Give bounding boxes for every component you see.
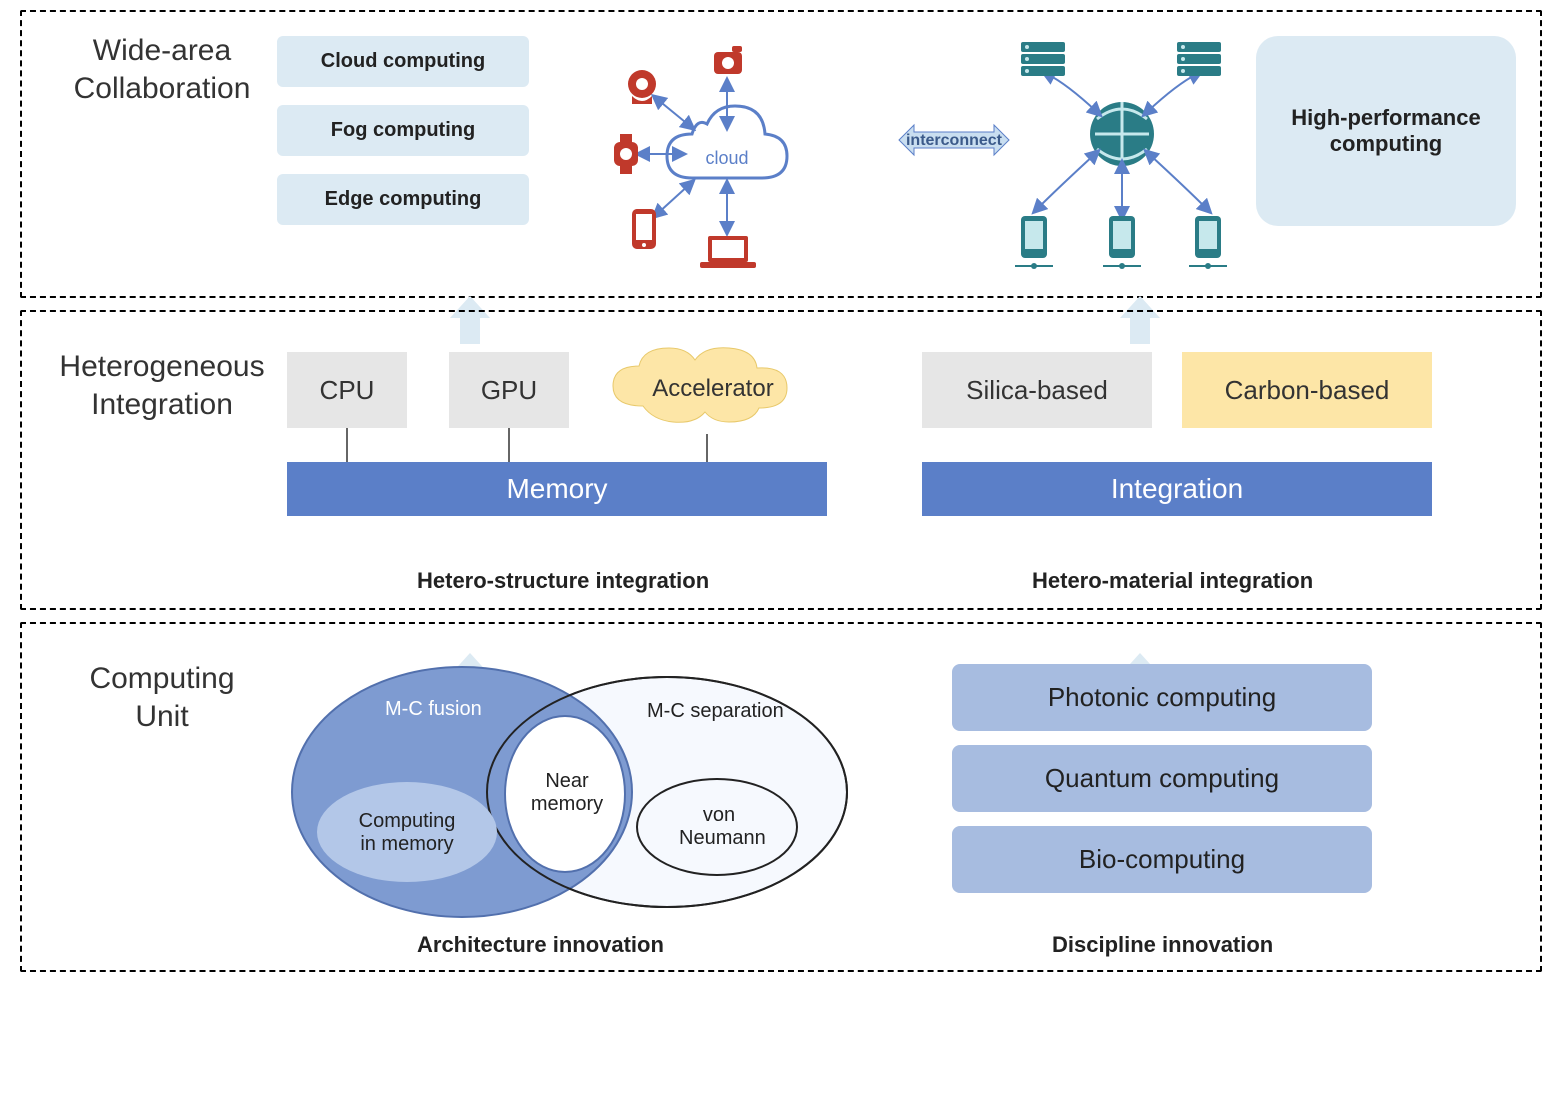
discipline-stack: Photonic computing Quantum computing Bio… [952,664,1372,893]
von-neumann-label: vonNeumann [679,804,759,850]
webcam-icon [628,70,656,104]
panel2-title-text: HeterogeneousIntegration [59,350,264,421]
silica-box: Silica-based [922,352,1152,428]
venn-diagram: M-C fusion M-C separation Computingin me… [287,652,867,922]
server-icon-left [1021,42,1065,76]
chip-cloud-computing: Cloud computing [277,36,529,87]
hetero-structure-caption: Hetero-structure integration [417,568,709,594]
panel1-title: Wide-areaCollaboration [52,32,272,107]
mc-sep-label: M-C separation [647,700,784,723]
chip-edge-computing: Edge computing [277,174,529,225]
panel-computing-unit: ComputingUnit M-C fusion M-C separation … [20,622,1542,972]
phone-bottom-2 [1103,216,1141,269]
phone-bottom-1 [1015,216,1053,269]
carbon-box: Carbon-based [1182,352,1432,428]
memory-bar: Memory [287,462,827,516]
hpc-box: High-performance computing [1256,36,1516,226]
laptop-icon [700,236,756,268]
cim-label: Computingin memory [357,810,457,856]
mc-fusion-label: M-C fusion [385,698,482,721]
server-icon-right [1177,42,1221,76]
integration-bar: Integration [922,462,1432,516]
hpc-label: High-performance computing [1280,105,1492,157]
cloud-label-text: cloud [705,148,748,168]
bio-chip: Bio-computing [952,826,1372,893]
photonic-chip: Photonic computing [952,664,1372,731]
hetero-material-caption: Hetero-material integration [1032,568,1313,594]
p1-computing-stack: Cloud computing Fog computing Edge compu… [277,36,529,225]
chip-fog-computing: Fog computing [277,105,529,156]
accelerator-cloud: Accelerator [603,346,823,436]
panel-wide-area: Wide-areaCollaboration Cloud computing F… [20,10,1542,298]
gpu-box: GPU [449,352,569,428]
discipline-caption: Discipline innovation [1052,932,1273,958]
watch-icon [614,134,638,174]
panel3-title-text: ComputingUnit [89,662,234,733]
phone-bottom-3 [1189,216,1227,269]
panel3-title: ComputingUnit [52,660,272,735]
quantum-chip: Quantum computing [952,745,1372,812]
cloud-devices-diagram: cloud [572,24,882,284]
arch-innovation-caption: Architecture innovation [417,932,664,958]
panel-heterogeneous: HeterogeneousIntegration CPU GPU Acceler… [20,310,1542,610]
phone-icon [632,209,656,249]
panel1-title-text: Wide-areaCollaboration [74,34,251,105]
globe-icon [1090,102,1154,166]
accel-label: Accelerator [652,375,773,402]
near-mem-label: Nearmemory [527,770,607,816]
cpu-box: CPU [287,352,407,428]
globe-network-diagram [977,24,1267,284]
panel2-title: HeterogeneousIntegration [52,348,272,423]
camera-icon [714,46,742,74]
